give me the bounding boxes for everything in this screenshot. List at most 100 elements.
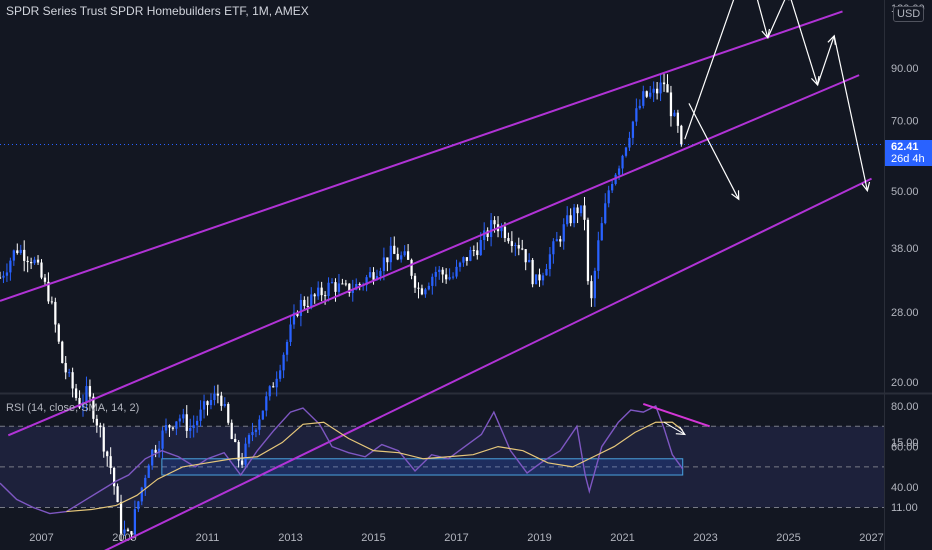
time-axis-label: 2011	[196, 532, 220, 544]
rsi-divergence-line	[642, 403, 711, 428]
price-axis-label: 90.00	[891, 63, 919, 75]
candle-body	[472, 250, 475, 252]
candle-body	[74, 388, 78, 398]
candle-body	[372, 272, 375, 280]
currency-button[interactable]: USD	[893, 6, 925, 22]
candle-body	[9, 260, 12, 273]
candle-body	[23, 249, 26, 261]
candle-body	[254, 429, 258, 433]
candle-body	[213, 393, 216, 401]
candle-body	[635, 108, 638, 122]
last-price-tag: 62.41 26d 4h	[885, 140, 932, 166]
candle-body	[0, 277, 2, 279]
candle-body	[659, 82, 662, 94]
channel-line	[104, 177, 872, 550]
candle-body	[50, 301, 54, 303]
candle-body	[642, 91, 645, 106]
projection-arrow-segment	[833, 35, 868, 191]
candle-body	[209, 400, 213, 406]
candle-body	[303, 299, 306, 306]
candle-body	[500, 226, 503, 232]
candle-body	[545, 269, 548, 276]
projection-arrow-segment	[684, 0, 735, 140]
candle-body	[566, 215, 569, 225]
candle-body	[144, 477, 147, 488]
rsi-ma-line	[66, 421, 684, 513]
candle-body	[327, 282, 330, 296]
time-axis-label: 2025	[776, 532, 800, 544]
candle-body	[655, 88, 659, 94]
candle-body	[296, 312, 299, 316]
candle-body	[517, 245, 520, 249]
candle-body	[275, 378, 278, 388]
candle-body	[116, 486, 119, 503]
candle-body	[586, 219, 590, 282]
candle-body	[199, 409, 202, 421]
candle-body	[85, 386, 88, 403]
candle-body	[154, 449, 157, 453]
candle-body	[88, 386, 92, 397]
candle-body	[351, 289, 354, 293]
candle-body	[78, 397, 81, 408]
candle-body	[662, 82, 666, 85]
candle-body	[355, 283, 358, 290]
rsi-arrow-segment	[663, 421, 686, 435]
candle-body	[365, 277, 368, 286]
candle-body	[652, 88, 655, 93]
candle-body	[43, 277, 47, 282]
candle-body	[389, 245, 392, 263]
candle-body	[178, 418, 181, 422]
bar-countdown: 26d 4h	[891, 153, 925, 165]
candle-body	[40, 262, 43, 278]
candle-body	[583, 205, 586, 220]
candle-body	[247, 435, 251, 444]
candle-body	[510, 241, 513, 246]
candle-body	[106, 451, 109, 457]
candle-body	[344, 283, 347, 285]
candle-body	[19, 249, 22, 254]
candle-body	[140, 487, 143, 502]
candle-body	[137, 501, 140, 510]
candle-body	[607, 190, 610, 204]
price-axis-label: 11.00	[891, 502, 918, 514]
candle-body	[469, 250, 472, 261]
candle-body	[441, 269, 444, 275]
candle-body	[95, 418, 98, 426]
candle-body	[16, 250, 19, 254]
candle-body	[445, 274, 448, 280]
candle-body	[628, 137, 631, 148]
candle-body	[71, 372, 74, 389]
candle-body	[676, 112, 680, 126]
candle-body	[99, 425, 102, 428]
candle-body	[230, 422, 233, 439]
candle-body	[237, 441, 240, 461]
candle-body	[552, 241, 555, 255]
candle-body	[531, 259, 534, 285]
candle-body	[569, 215, 572, 224]
rsi-arrowhead	[675, 426, 686, 436]
time-axis-label: 2015	[361, 532, 385, 544]
time-axis-label: 2009	[112, 532, 136, 544]
candle-body	[486, 230, 489, 238]
candle-body	[126, 529, 130, 532]
candle-body	[234, 438, 237, 442]
candle-body	[559, 239, 562, 242]
projection-arrowhead	[731, 190, 740, 201]
candle-body	[503, 226, 507, 239]
price-axis-label: 50.00	[891, 186, 919, 198]
candle-body	[185, 414, 188, 431]
time-axis-label: 2019	[527, 532, 551, 544]
rsi-title: RSI (14, close, SMA, 14, 2)	[6, 402, 140, 414]
candle-body	[12, 250, 15, 261]
candle-body	[330, 282, 334, 284]
candle-body	[102, 427, 105, 452]
projection-arrowhead	[861, 181, 871, 193]
candle-body	[299, 299, 303, 316]
candle-body	[334, 282, 337, 292]
candle-body	[26, 260, 29, 263]
candle-body	[458, 262, 462, 267]
candle-body	[282, 354, 285, 371]
rsi-axis-label: 60.00	[891, 442, 919, 454]
candle-body	[669, 92, 673, 117]
